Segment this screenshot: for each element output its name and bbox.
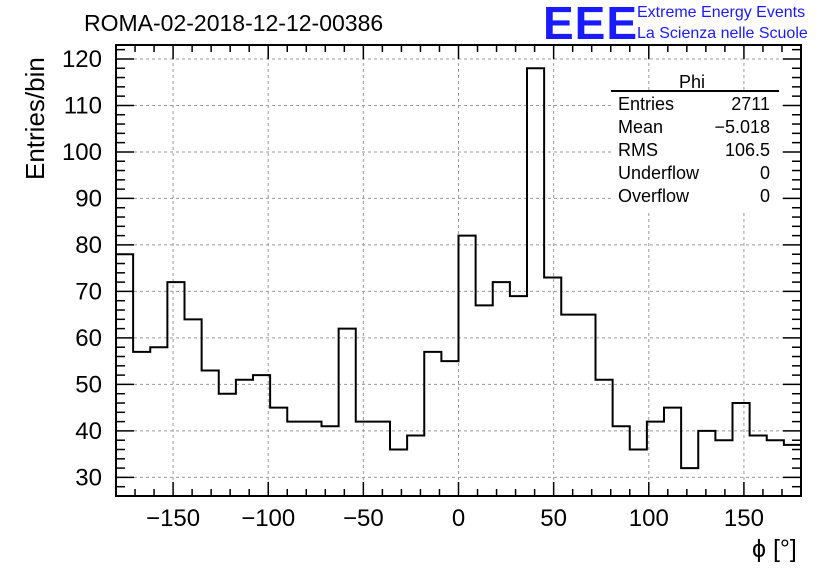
x-tick-label: 100	[629, 505, 669, 532]
stats-entries-label: Entries	[618, 94, 675, 114]
stats-underflow-label: Underflow	[618, 163, 700, 183]
y-tick-label: 120	[62, 46, 102, 73]
y-tick-label: 100	[62, 139, 102, 166]
x-tick-label: 0	[452, 505, 465, 532]
stats-title: Phi	[679, 72, 706, 92]
x-tick-label: −150	[146, 505, 200, 532]
stats-rms-label: RMS	[618, 140, 658, 160]
stats-overflow-label: Overflow	[618, 186, 690, 206]
stats-entries-value: 2711	[731, 94, 770, 114]
x-tick-label: −100	[241, 505, 295, 532]
x-tick-label: 150	[724, 505, 764, 532]
tick-labels: −150 −100 −50 0 50 100 150 30 40 50 60 70 80 90 100 110…	[62, 46, 764, 532]
stats-box-background	[611, 90, 779, 210]
x-axis-label: ϕ [°]	[752, 535, 797, 563]
stats-box	[611, 90, 779, 210]
eee-logo: EEE	[543, 0, 639, 49]
y-tick-label: 30	[75, 464, 102, 491]
plot-frame	[115, 44, 802, 497]
y-tick-label: 40	[75, 418, 102, 445]
logo-line-2: La Scienza nelle Scuole	[637, 25, 808, 42]
y-tick-label: 80	[75, 232, 102, 259]
stats-underflow-value: 0	[759, 163, 770, 183]
stats-mean-value: −5.018	[714, 117, 770, 137]
stats-overflow-value: 0	[759, 186, 770, 206]
y-tick-label: 90	[75, 185, 102, 212]
y-tick-label: 60	[75, 325, 102, 352]
y-tick-label: 110	[64, 92, 102, 119]
x-tick-label: 50	[540, 505, 567, 532]
axis-ticks	[115, 45, 802, 496]
chart-title: ROMA-02-2018-12-12-00386	[84, 10, 384, 36]
x-tick-label: −50	[343, 505, 384, 532]
y-tick-label: 50	[75, 371, 102, 398]
stats-rms-value: 106.5	[724, 140, 770, 160]
logo-line-1: Extreme Energy Events	[637, 4, 806, 21]
y-axis-label: Entries/bin	[20, 57, 50, 180]
y-tick-label: 70	[75, 278, 102, 305]
stats-mean-label: Mean	[618, 117, 664, 137]
histogram-line	[115, 67, 801, 496]
